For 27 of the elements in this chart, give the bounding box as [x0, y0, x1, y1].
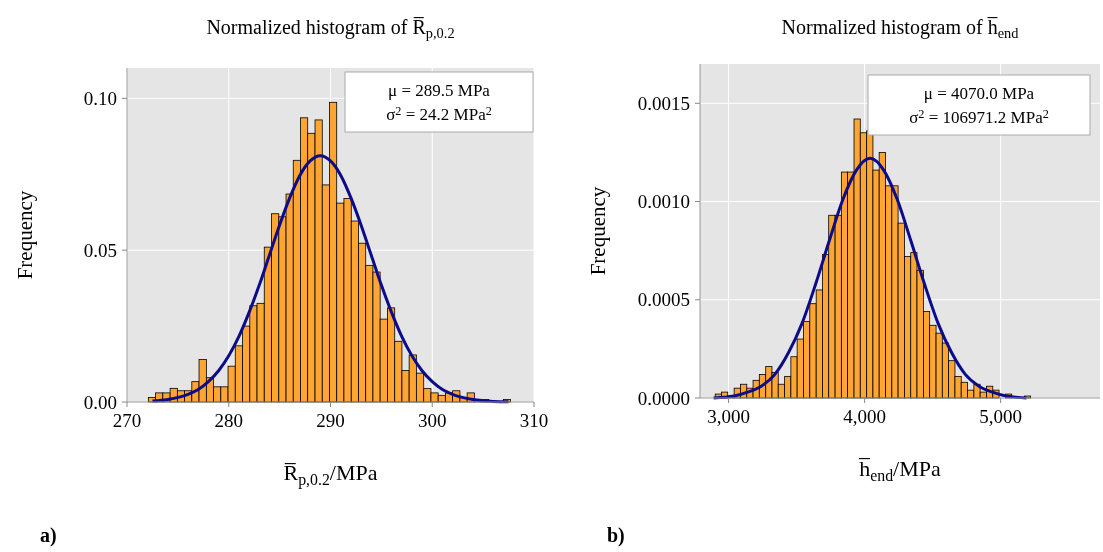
- x-axis-title: R̅$_{p,0.2}$/MPa: [283, 460, 378, 489]
- chart-title: Normalized histogram of R̅$_{p,0.2}$: [206, 16, 455, 42]
- y-axis-title: Frequency: [586, 186, 610, 276]
- y-tick-label: 0.0000: [637, 387, 690, 409]
- y-tick-label: 0.00: [83, 391, 117, 413]
- annotation: σ$^{2}$ = 106971.2 MPa$^{2}$: [909, 107, 1049, 127]
- x-tick-label: 290: [316, 410, 345, 431]
- y-tick-label: 0.05: [83, 239, 117, 261]
- y-tick-label: 0.0010: [637, 191, 690, 213]
- chart-title: Normalized histogram of h̅$_{end}$: [781, 16, 1020, 42]
- x-tick-label: 5,000: [979, 406, 1023, 427]
- y-tick-label: 0.10: [83, 88, 117, 110]
- y-axis-title: Frequency: [13, 190, 37, 280]
- x-axis-title: h̅$_{end}$/MPa: [858, 456, 941, 484]
- y-tick-label: 0.0015: [637, 92, 690, 114]
- x-tick-label: 280: [214, 410, 243, 431]
- y-tick-label: 0.0005: [637, 289, 690, 311]
- text: a): [40, 524, 57, 547]
- x-tick-label: 270: [112, 410, 142, 431]
- annotation: μ = 4070.0 MPa: [923, 84, 1035, 103]
- x-tick-label: 3,000: [707, 406, 750, 427]
- annotation: μ = 289.5 MPa: [388, 81, 491, 100]
- annotation: σ$^{2}$ = 24.2 MPa$^{2}$: [386, 104, 492, 124]
- x-tick-label: 310: [519, 410, 549, 431]
- x-tick-label: 300: [418, 410, 447, 431]
- x-tick-label: 4,000: [843, 406, 886, 427]
- text: b): [607, 524, 625, 547]
